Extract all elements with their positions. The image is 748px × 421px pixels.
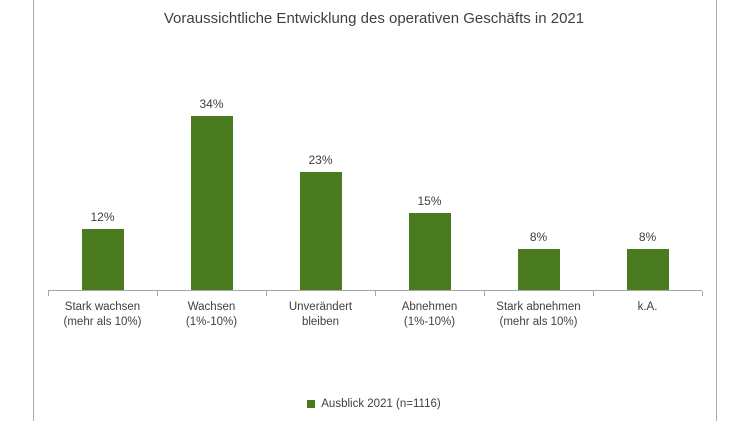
category-slot: 8% Stark abnehmen (mehr als 10%) bbox=[484, 0, 593, 328]
bar-value-label: 15% bbox=[417, 194, 442, 208]
category-slot: 12% Stark wachsen (mehr als 10%) bbox=[48, 0, 157, 328]
bar bbox=[517, 249, 560, 290]
bar-value-label: 8% bbox=[529, 230, 548, 244]
category-slot: 23% Unverändert bleiben bbox=[266, 0, 375, 328]
category-label: k.A. bbox=[637, 301, 658, 313]
x-axis-tick bbox=[593, 291, 594, 296]
bar bbox=[626, 249, 669, 290]
category-slot: 15% Abnehmen (1%-10%) bbox=[375, 0, 484, 328]
legend-swatch bbox=[307, 400, 316, 408]
bar bbox=[299, 172, 342, 290]
category-label: Stark abnehmen (mehr als 10%) bbox=[496, 301, 581, 328]
left-border-line bbox=[33, 0, 34, 421]
category-label: Abnehmen (1%-10%) bbox=[401, 301, 458, 328]
bar bbox=[190, 116, 233, 290]
bar-value-label: 34% bbox=[199, 97, 224, 111]
chart-title: Voraussichtliche Entwicklung des operati… bbox=[163, 10, 585, 27]
x-axis-tick bbox=[484, 291, 485, 296]
right-border-line bbox=[716, 0, 717, 421]
bar-value-label: 8% bbox=[638, 230, 657, 244]
x-axis-tick bbox=[375, 291, 376, 296]
bar-value-label: 23% bbox=[308, 153, 333, 167]
category-slot: 34% Wachsen (1%-10%) bbox=[157, 0, 266, 328]
x-axis-line bbox=[48, 290, 702, 291]
category-label: Unverändert bleiben bbox=[288, 301, 353, 328]
legend: Ausblick 2021 (n=1116) bbox=[0, 397, 748, 411]
bar bbox=[408, 213, 451, 290]
bar bbox=[81, 229, 124, 290]
x-axis-tick bbox=[48, 291, 49, 296]
bar-value-label: 12% bbox=[90, 210, 115, 224]
legend-label: Ausblick 2021 (n=1116) bbox=[321, 398, 441, 410]
x-axis-tick bbox=[157, 291, 158, 296]
category-slot: 8% k.A. bbox=[593, 0, 702, 313]
category-label: Stark wachsen (mehr als 10%) bbox=[63, 301, 142, 328]
plot-area: 12% Stark wachsen (mehr als 10%) 34% Wachse… bbox=[48, 0, 703, 328]
x-axis-tick bbox=[702, 291, 703, 296]
x-axis-tick bbox=[266, 291, 267, 296]
category-label: Wachsen (1%-10%) bbox=[185, 301, 238, 328]
